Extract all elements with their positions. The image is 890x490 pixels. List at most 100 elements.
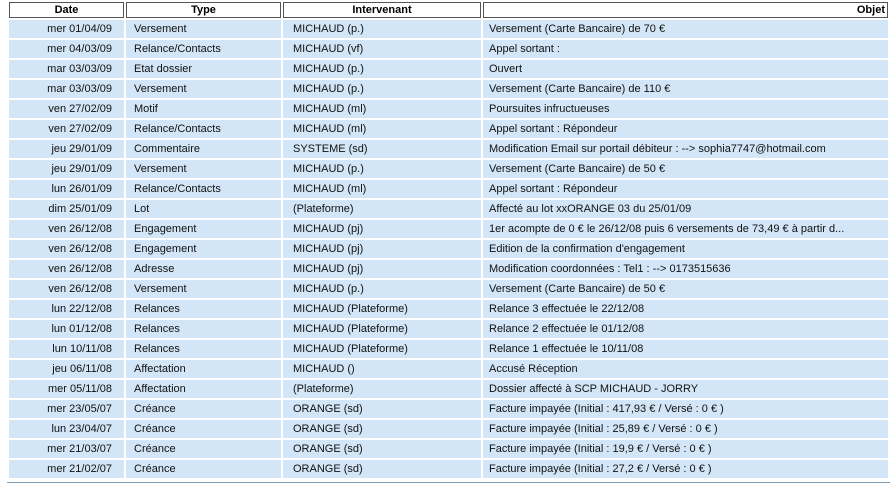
table-row[interactable]: lun 22/12/08 Relances MICHAUD (Plateforme)… [9,300,888,318]
cell-date: lun 26/01/09 [9,180,124,198]
cell-date: ven 26/12/08 [9,240,124,258]
cell-date: lun 22/12/08 [9,300,124,318]
cell-intervenant: ORANGE (sd) [283,400,481,418]
cell-date: mer 23/05/07 [9,400,124,418]
cell-date: mer 04/03/09 [9,40,124,58]
cell-date: jeu 06/11/08 [9,360,124,378]
cell-intervenant: ORANGE (sd) [283,420,481,438]
cell-type: Affectation [126,360,281,378]
cell-objet: Modification coordonnées : Tel1 : --> 01… [483,260,888,278]
cell-type: Relance/Contacts [126,180,281,198]
table-bottom-divider [7,482,890,483]
table-row[interactable]: mar 03/03/09 Etat dossier MICHAUD (p.) Ouve… [9,60,888,78]
cell-intervenant: MICHAUD (Plateforme) [283,320,481,338]
cell-intervenant: ORANGE (sd) [283,440,481,458]
table-row[interactable]: mer 23/05/07 Créance ORANGE (sd) Facture im… [9,400,888,418]
cell-intervenant: (Plateforme) [283,200,481,218]
cell-type: Créance [126,400,281,418]
cell-type: Motif [126,100,281,118]
cell-intervenant: MICHAUD (ml) [283,100,481,118]
cell-date: jeu 29/01/09 [9,160,124,178]
cell-type: Relances [126,300,281,318]
cell-objet: Facture impayée (Initial : 417,93 € / Ve… [483,400,888,418]
cell-intervenant: MICHAUD (pj) [283,260,481,278]
cell-objet: Edition de la confirmation d'engagement [483,240,888,258]
table-row[interactable]: ven 27/02/09 Motif MICHAUD (ml) Poursuites … [9,100,888,118]
cell-date: ven 26/12/08 [9,220,124,238]
cell-type: Etat dossier [126,60,281,78]
cell-objet: Facture impayée (Initial : 25,89 € / Ver… [483,420,888,438]
cell-intervenant: MICHAUD (p.) [283,160,481,178]
cell-type: Lot [126,200,281,218]
cell-objet: Dossier affecté à SCP MICHAUD - JORRY [483,380,888,398]
cell-objet: Poursuites infructueuses [483,100,888,118]
table-row[interactable]: mer 21/02/07 Créance ORANGE (sd) Facture im… [9,460,888,478]
cell-intervenant: SYSTEME (sd) [283,140,481,158]
cell-type: Relance/Contacts [126,120,281,138]
cell-date: ven 26/12/08 [9,260,124,278]
cell-objet: Appel sortant : [483,40,888,58]
cell-intervenant: MICHAUD (vf) [283,40,481,58]
cell-intervenant: MICHAUD (p.) [283,60,481,78]
table-row[interactable]: mer 04/03/09 Relance/Contacts MICHAUD (vf)… [9,40,888,58]
cell-type: Relance/Contacts [126,40,281,58]
column-header-date[interactable]: Date [9,2,124,18]
column-header-intervenant[interactable]: Intervenant [283,2,481,18]
table-row[interactable]: dim 25/01/09 Lot (Plateforme) Affecté au l… [9,200,888,218]
table-row[interactable]: ven 27/02/09 Relance/Contacts MICHAUD (ml)… [9,120,888,138]
table-row[interactable]: ven 26/12/08 Versement MICHAUD (p.) Verseme… [9,280,888,298]
table-row[interactable]: lun 01/12/08 Relances MICHAUD (Plateforme)… [9,320,888,338]
cell-objet: Versement (Carte Bancaire) de 70 € [483,20,888,38]
cell-type: Versement [126,20,281,38]
cell-type: Versement [126,280,281,298]
cell-intervenant: MICHAUD (ml) [283,180,481,198]
column-header-objet[interactable]: Objet [483,2,888,18]
column-header-type[interactable]: Type [126,2,281,18]
cell-date: lun 23/04/07 [9,420,124,438]
cell-type: Versement [126,80,281,98]
table-row[interactable]: mar 03/03/09 Versement MICHAUD (p.) Verseme… [9,80,888,98]
table-row[interactable]: jeu 06/11/08 Affectation MICHAUD () Accusé … [9,360,888,378]
table-row[interactable]: ven 26/12/08 Adresse MICHAUD (pj) Modificat… [9,260,888,278]
table-row[interactable]: ven 26/12/08 Engagement MICHAUD (pj) 1er ac… [9,220,888,238]
cell-objet: Appel sortant : Répondeur [483,180,888,198]
table-row[interactable]: mer 05/11/08 Affectation (Plateforme) Doss… [9,380,888,398]
cell-intervenant: MICHAUD (p.) [283,20,481,38]
cell-type: Créance [126,440,281,458]
table-body: mer 01/04/09 Versement MICHAUD (p.) Verseme… [9,20,888,478]
table-row[interactable]: jeu 29/01/09 Versement MICHAUD (p.) Verseme… [9,160,888,178]
cell-objet: Relance 2 effectuée le 01/12/08 [483,320,888,338]
cell-date: jeu 29/01/09 [9,140,124,158]
cell-type: Versement [126,160,281,178]
cell-type: Créance [126,420,281,438]
cell-date: lun 01/12/08 [9,320,124,338]
cell-objet: Affecté au lot xxORANGE 03 du 25/01/09 [483,200,888,218]
cell-date: ven 26/12/08 [9,280,124,298]
cell-type: Créance [126,460,281,478]
cell-type: Relances [126,320,281,338]
table-row[interactable]: jeu 29/01/09 Commentaire SYSTEME (sd) Modif… [9,140,888,158]
cell-date: mer 05/11/08 [9,380,124,398]
table-row[interactable]: lun 10/11/08 Relances MICHAUD (Plateforme)… [9,340,888,358]
table-row[interactable]: lun 23/04/07 Créance ORANGE (sd) Facture im… [9,420,888,438]
cell-intervenant: MICHAUD (pj) [283,220,481,238]
cell-objet: Versement (Carte Bancaire) de 50 € [483,160,888,178]
cell-type: Engagement [126,220,281,238]
cell-objet: 1er acompte de 0 € le 26/12/08 puis 6 ve… [483,220,888,238]
cell-objet: Facture impayée (Initial : 19,9 € / Vers… [483,440,888,458]
cell-intervenant: MICHAUD (Plateforme) [283,340,481,358]
table-row[interactable]: mer 21/03/07 Créance ORANGE (sd) Facture im… [9,440,888,458]
cell-date: mer 21/03/07 [9,440,124,458]
cell-objet: Versement (Carte Bancaire) de 110 € [483,80,888,98]
cell-intervenant: ORANGE (sd) [283,460,481,478]
cell-objet: Relance 3 effectuée le 22/12/08 [483,300,888,318]
cell-intervenant: MICHAUD () [283,360,481,378]
cell-intervenant: MICHAUD (p.) [283,280,481,298]
table-row[interactable]: ven 26/12/08 Engagement MICHAUD (pj) Editio… [9,240,888,258]
cell-intervenant: (Plateforme) [283,380,481,398]
table-row[interactable]: lun 26/01/09 Relance/Contacts MICHAUD (ml)… [9,180,888,198]
table-row[interactable]: mer 01/04/09 Versement MICHAUD (p.) Verseme… [9,20,888,38]
cell-type: Adresse [126,260,281,278]
cell-date: dim 25/01/09 [9,200,124,218]
cell-date: mer 21/02/07 [9,460,124,478]
